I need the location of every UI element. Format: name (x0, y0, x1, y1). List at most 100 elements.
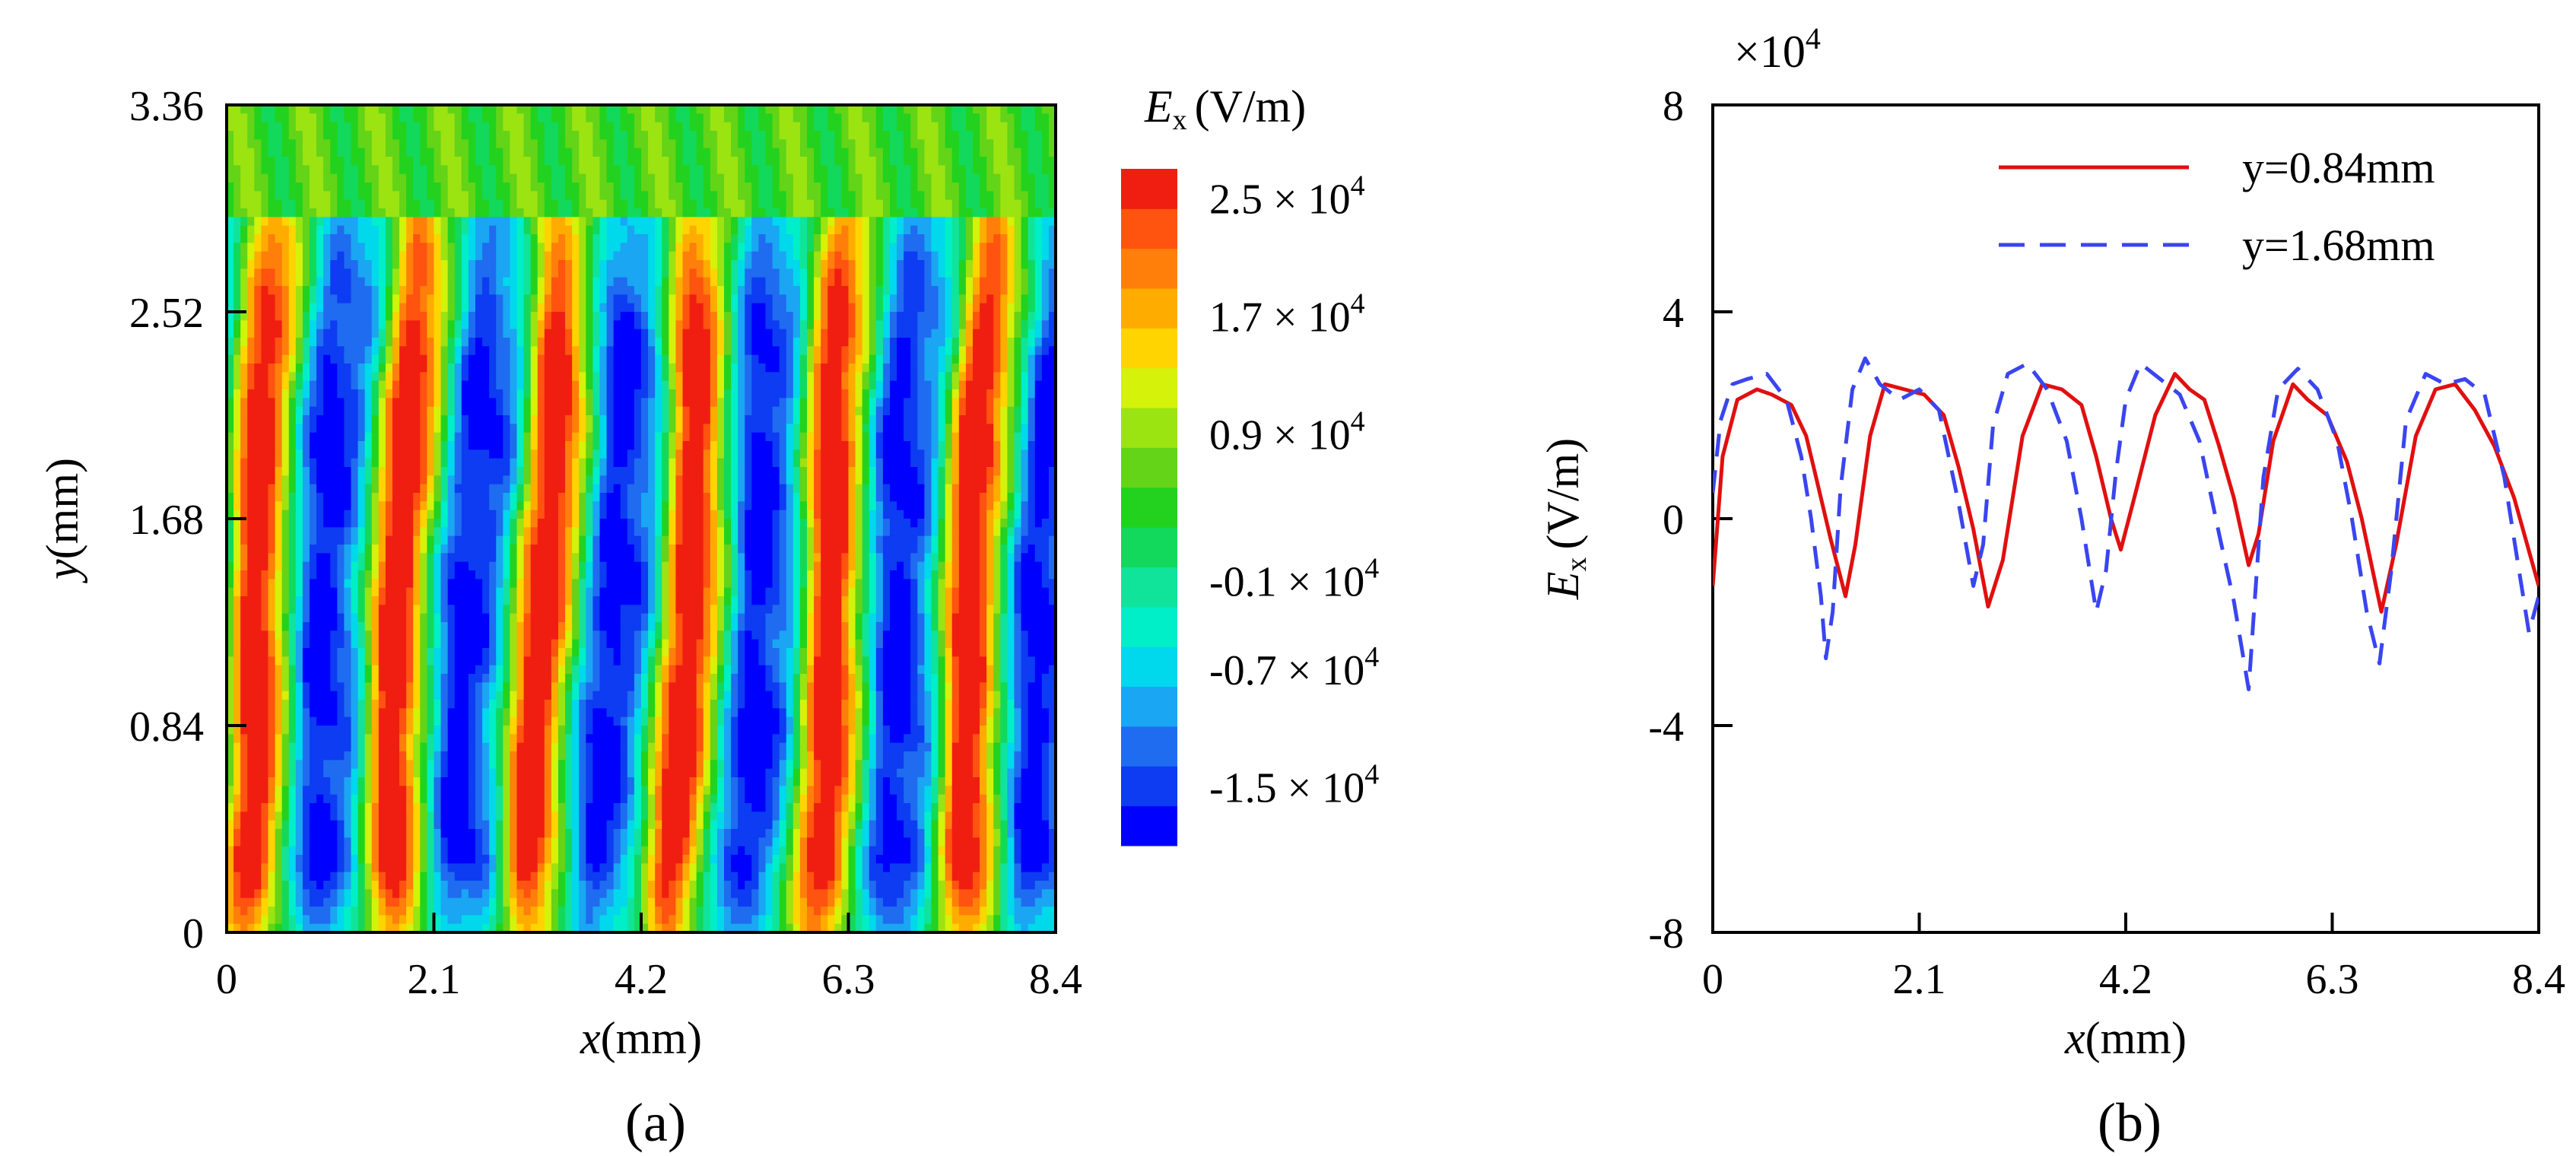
heatmap-cell (434, 389, 442, 399)
heatmap-cell (371, 897, 380, 907)
heatmap-cell (344, 199, 352, 209)
heatmap-cell (385, 786, 393, 796)
heatmap-cell (261, 829, 269, 838)
heatmap-cell (233, 751, 241, 761)
heatmap-cell (427, 286, 435, 295)
heatmap-cell (440, 139, 449, 149)
heatmap-cell (302, 484, 310, 494)
heatmap-cell (337, 217, 345, 227)
heatmap-cell (406, 897, 414, 907)
heatmap-cell (281, 829, 290, 838)
heatmap-cell (240, 199, 248, 209)
heatmap-cell (364, 708, 373, 718)
heatmap-cell (440, 510, 449, 519)
heatmap-cell (268, 639, 276, 649)
heatmap-cell (468, 458, 476, 468)
heatmap-cell (503, 243, 511, 252)
heatmap-cell (351, 251, 359, 261)
heatmap-cell (268, 777, 276, 786)
heatmap-cell (371, 139, 380, 149)
heatmap-cell (565, 881, 573, 890)
heatmap-cell (551, 338, 559, 347)
heatmap-cell (281, 579, 290, 589)
heatmap-cell (489, 665, 497, 675)
heatmap-cell (240, 389, 248, 399)
heatmap-cell (261, 837, 269, 847)
heatmap-cell (530, 251, 538, 261)
heatmap-cell (254, 855, 262, 864)
heatmap-cell (565, 587, 573, 597)
heatmap-cell (503, 777, 511, 786)
heatmap-cell (233, 535, 241, 545)
heatmap-cell (302, 716, 310, 726)
heatmap-cell (530, 484, 538, 494)
heatmap-cell (440, 691, 449, 700)
heatmap-cell (510, 751, 518, 761)
heatmap-cell (544, 338, 552, 347)
heatmap-cell (434, 157, 442, 166)
heatmap-cell (496, 277, 503, 287)
heatmap-cell (261, 579, 269, 589)
heatmap-cell (295, 208, 303, 218)
heatmap-cell (530, 803, 538, 812)
heatmap-cell (254, 364, 262, 373)
heatmap-cell (434, 820, 442, 830)
heatmap-cell (406, 243, 414, 252)
heatmap-cell (378, 260, 386, 269)
heatmap-cell (537, 751, 545, 761)
heatmap-cell (254, 708, 262, 718)
heatmap-cell (247, 691, 255, 700)
heatmap-cell (413, 415, 421, 424)
heatmap-cell (399, 225, 407, 235)
heatmap-cell (489, 527, 497, 537)
heatmap-cell (254, 587, 262, 597)
heatmap-cell (247, 700, 255, 709)
heatmap-cell (572, 199, 580, 209)
heatmap-cell (503, 639, 511, 649)
heatmap-cell (496, 794, 503, 804)
heatmap-cell (579, 570, 586, 580)
heatmap-cell (565, 501, 573, 511)
heatmap-cell (530, 630, 538, 640)
heatmap-cell (302, 424, 310, 434)
heatmap-cell (496, 803, 503, 812)
heatmap-cell (240, 234, 248, 243)
heatmap-cell (420, 312, 428, 321)
heatmap-cell (530, 183, 538, 192)
heatmap-cell (261, 605, 269, 615)
heatmap-cell (544, 312, 552, 321)
heatmap-cell (516, 751, 525, 761)
heatmap-cell (544, 596, 552, 605)
heatmap-cell (427, 768, 435, 778)
heatmap-cell (565, 553, 573, 563)
heatmap-cell (399, 294, 407, 304)
heatmap-cell (371, 794, 380, 804)
heatmap-cell (337, 157, 345, 166)
heatmap-cell (247, 346, 255, 356)
heatmap-cell (227, 467, 234, 476)
heatmap-cell (254, 183, 262, 192)
heatmap-cell (427, 113, 435, 123)
heatmap-cell (461, 794, 469, 804)
heatmap-cell (468, 846, 476, 856)
heatmap-cell (399, 398, 407, 408)
heatmap-cell (302, 760, 310, 770)
heatmap-cell (530, 475, 538, 485)
heatmap-cell (371, 803, 380, 812)
heatmap-cell (413, 501, 421, 511)
heatmap-cell (510, 139, 518, 149)
heatmap-cell (385, 173, 393, 183)
heatmap-cell (413, 656, 421, 666)
heatmap-cell (496, 484, 503, 494)
heatmap-cell (420, 682, 428, 692)
heatmap-cell (406, 553, 414, 563)
heatmap-cell (392, 716, 400, 726)
heatmap-cell (447, 372, 456, 382)
heatmap-cell (551, 467, 559, 476)
heatmap-cell (337, 639, 345, 649)
heatmap-cell (254, 881, 262, 890)
heatmap-cell (523, 432, 532, 442)
heatmap-cell (378, 570, 386, 580)
heatmap-cell (551, 449, 559, 459)
heatmap-cell (392, 183, 400, 192)
